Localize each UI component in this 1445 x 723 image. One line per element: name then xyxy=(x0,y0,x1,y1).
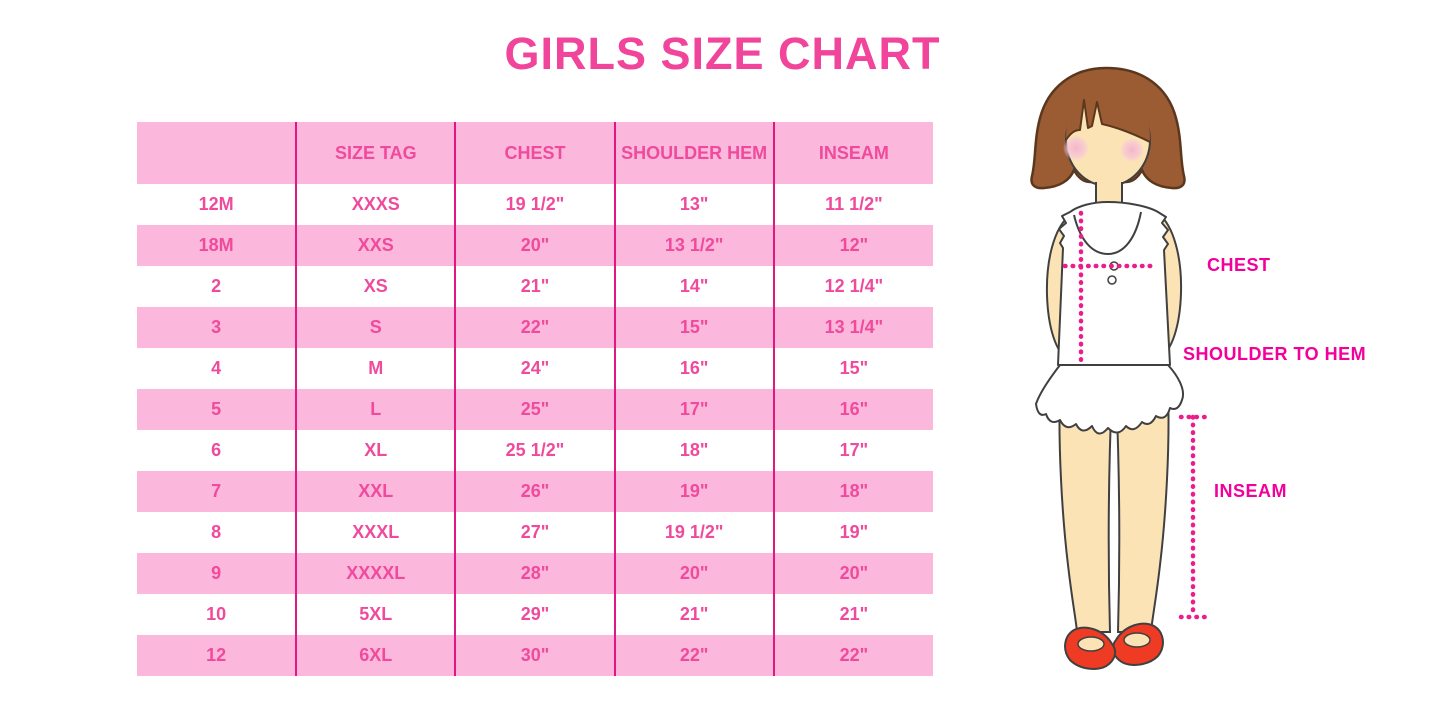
measurement-cell: 25 1/2" xyxy=(454,430,615,471)
leg-left xyxy=(1058,389,1114,633)
measurement-cell: 16" xyxy=(772,389,933,430)
measurement-cell: 13 1/4" xyxy=(772,307,933,348)
size-cell: 5 xyxy=(211,399,222,419)
table-row: 7 XXL 26" 19" 18" xyxy=(137,471,933,512)
measurement-cell: XXS xyxy=(295,225,456,266)
column-header: INSEAM xyxy=(772,122,933,184)
table-row: 18M XXS 20" 13 1/2" 12" xyxy=(137,225,933,266)
size-cell: 12M xyxy=(198,194,234,214)
measurement-cell: XL xyxy=(295,430,456,471)
measurement-cell: 17" xyxy=(613,389,774,430)
shoe-right-opening xyxy=(1123,632,1151,648)
blush-left xyxy=(1063,135,1089,161)
measurement-cell: M xyxy=(295,348,456,389)
chest-label: CHEST xyxy=(1207,255,1271,275)
button-bottom xyxy=(1107,275,1117,285)
measurement-cell: 24" xyxy=(454,348,615,389)
table-row: 4 M 24" 16" 15" xyxy=(137,348,933,389)
table-row: 2 XS 21" 14" 12 1/4" xyxy=(137,266,933,307)
table-row: 9 XXXXL 28" 20" 20" xyxy=(137,553,933,594)
skirt xyxy=(1035,364,1184,435)
measurement-cell: S xyxy=(295,307,456,348)
table-row: 8 XXXL 27" 19 1/2" 19" xyxy=(137,512,933,553)
column-header: CHEST xyxy=(454,122,615,184)
measurement-cell: 22" xyxy=(454,307,615,348)
measurement-cell: 25" xyxy=(454,389,615,430)
table-row: 6 XL 25 1/2" 18" 17" xyxy=(137,430,933,471)
hair-fringe xyxy=(1066,81,1150,142)
measurement-cell: 30" xyxy=(454,635,615,676)
size-chart-body: 12M XXXS 19 1/2" 13" 11 1/2" 18M XXS 20" 13 1/2"… xyxy=(137,184,933,676)
table-row: 5 L 25" 17" 16" xyxy=(137,389,933,430)
measurement-cell: 20" xyxy=(454,225,615,266)
size-cell: 12 xyxy=(206,645,227,665)
table-row: 12M XXXS 19 1/2" 13" 11 1/2" xyxy=(137,184,933,225)
girl-measurement-illustration xyxy=(1020,60,1230,680)
table-row: 10 5XL 29" 21" 21" xyxy=(137,594,933,635)
measurement-cell: 17" xyxy=(772,430,933,471)
size-cell: 6 xyxy=(211,440,222,460)
measurement-cell: 13 1/2" xyxy=(613,225,774,266)
size-cell: 9 xyxy=(211,563,222,583)
table-row: 3 S 22" 15" 13 1/4" xyxy=(137,307,933,348)
measurement-cell: 19" xyxy=(772,512,933,553)
measurement-cell: 21" xyxy=(772,594,933,635)
measurement-cell: XXXL xyxy=(295,512,456,553)
measurement-cell: XXL xyxy=(295,471,456,512)
girl-figure-svg xyxy=(1030,66,1213,670)
measurement-cell: 19 1/2" xyxy=(613,512,774,553)
measurement-cell: 19 1/2" xyxy=(454,184,615,225)
measurement-cell: 14" xyxy=(613,266,774,307)
measurement-cell: 27" xyxy=(454,512,615,553)
measurement-cell: 29" xyxy=(454,594,615,635)
table-row: 12 6XL 30" 22" 22" xyxy=(137,635,933,676)
measurement-cell: 28" xyxy=(454,553,615,594)
size-cell: 10 xyxy=(206,604,227,624)
shoulder-to-hem-label: SHOULDER TO HEM xyxy=(1183,344,1367,364)
measurement-cell: 13" xyxy=(613,184,774,225)
size-cell: 8 xyxy=(211,522,222,542)
measurement-cell: 16" xyxy=(613,348,774,389)
measurement-cell: 18" xyxy=(613,430,774,471)
measurement-cell: 19" xyxy=(613,471,774,512)
size-cell: 18M xyxy=(198,235,234,255)
measurement-cell: 20" xyxy=(772,553,933,594)
size-cell: 2 xyxy=(211,276,222,296)
measurement-cell: 20" xyxy=(613,553,774,594)
measurement-cell: 6XL xyxy=(295,635,456,676)
header-row: SIZE TAG CHEST SHOULDER HEM INSEAM xyxy=(137,122,933,184)
measurement-cell: XS xyxy=(295,266,456,307)
measurement-cell: 11 1/2" xyxy=(772,184,933,225)
column-header: SIZE TAG xyxy=(295,122,456,184)
inseam-label: INSEAM xyxy=(1214,481,1288,501)
leg-right xyxy=(1114,389,1170,633)
measurement-cell: XXXXL xyxy=(295,553,456,594)
blush-right xyxy=(1120,138,1144,162)
hair-fringe-edge xyxy=(1065,99,1151,143)
size-chart-table: SIZE TAG CHEST SHOULDER HEM INSEAM 12M XXXS 1… xyxy=(137,122,933,676)
page-title: GIRLS SIZE CHART xyxy=(504,28,941,79)
measurement-cell: 5XL xyxy=(295,594,456,635)
measurement-cell: 15" xyxy=(772,348,933,389)
measurement-cell: 12" xyxy=(772,225,933,266)
measurement-cell: XXXS xyxy=(295,184,456,225)
measurement-cell: 15" xyxy=(613,307,774,348)
measurement-cell: 22" xyxy=(613,635,774,676)
measurement-cell: 26" xyxy=(454,471,615,512)
measurement-cell: L xyxy=(295,389,456,430)
measurement-cell: 12 1/4" xyxy=(772,266,933,307)
column-header: SHOULDER HEM xyxy=(613,122,774,184)
column-header xyxy=(137,122,296,184)
size-cell: 4 xyxy=(211,358,222,378)
measurement-cell: 21" xyxy=(454,266,615,307)
shoe-left-opening xyxy=(1077,636,1105,652)
measurement-cell: 18" xyxy=(772,471,933,512)
size-cell: 7 xyxy=(211,481,222,501)
measurement-cell: 22" xyxy=(772,635,933,676)
measurement-cell: 21" xyxy=(613,594,774,635)
size-cell: 3 xyxy=(211,317,222,337)
